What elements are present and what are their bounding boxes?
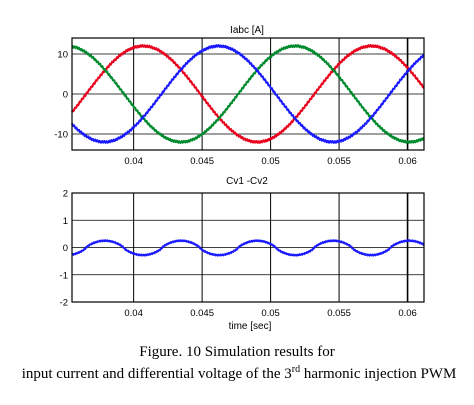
x-tick-label: 0.055	[327, 308, 351, 319]
horizontal-gridlines	[72, 219, 424, 276]
x-tick-label: 0.05	[261, 156, 280, 167]
y-tick-label: 2	[63, 189, 68, 200]
y-tick-labels: 10 0 -10	[54, 50, 68, 141]
x-tick-label: 0.05	[261, 308, 280, 319]
chart-title: Iabc [A]	[230, 25, 264, 36]
series-line	[71, 44, 425, 144]
series-line	[71, 44, 425, 144]
y-tick-label: 1	[63, 216, 68, 227]
x-tick-label: 0.045	[190, 308, 214, 319]
y-tick-label: 0	[63, 90, 68, 101]
x-tick-label: 0.06	[398, 308, 417, 319]
plot-frame	[71, 192, 425, 303]
plot-frame	[71, 37, 425, 151]
caption-text-post: harmonic injection PWM	[300, 366, 457, 382]
figure-caption-line2: input current and differential voltage o…	[0, 364, 474, 383]
caption-superscript: rd	[291, 364, 301, 375]
x-tick-label: 0.045	[190, 156, 214, 167]
series-line	[71, 239, 425, 257]
caption-text-pre: input current and differential voltage o…	[21, 366, 292, 382]
y-tick-label: 0	[63, 243, 68, 254]
x-tick-label: 0.04	[124, 308, 143, 319]
x-tick-label: 0.06	[398, 156, 417, 167]
y-tick-label: -2	[60, 298, 68, 309]
y-tick-label: -1	[60, 270, 68, 281]
y-tick-label: 10	[57, 50, 68, 61]
y-tick-label: -10	[54, 130, 68, 141]
x-axis-label: time [sec]	[229, 321, 272, 332]
x-tick-labels: 0.04 0.045 0.05 0.055 0.06	[124, 156, 416, 167]
chart-iabc: Iabc [A] 0.04 0.045 0.05 0.055 0.06 10 0 -10	[54, 25, 425, 167]
figure-caption-line1: Figure. 10 Simulation results for	[139, 344, 335, 360]
chart-title: Cv1 -Cv2	[226, 176, 268, 187]
series-line	[71, 44, 425, 144]
x-tick-labels: 0.04 0.045 0.05 0.055 0.06	[124, 308, 416, 319]
x-tick-label: 0.055	[327, 156, 351, 167]
y-tick-labels: 2 1 0 -1 -2	[60, 189, 68, 309]
x-tick-label: 0.04	[124, 156, 143, 167]
series-group	[71, 44, 425, 144]
series-group	[71, 239, 425, 257]
chart-cv1-cv2: Cv1 -Cv2 0.04 0.045 0.05 0.055 0.06 210-1-2 …	[60, 176, 425, 332]
horizontal-gridlines	[72, 53, 424, 135]
